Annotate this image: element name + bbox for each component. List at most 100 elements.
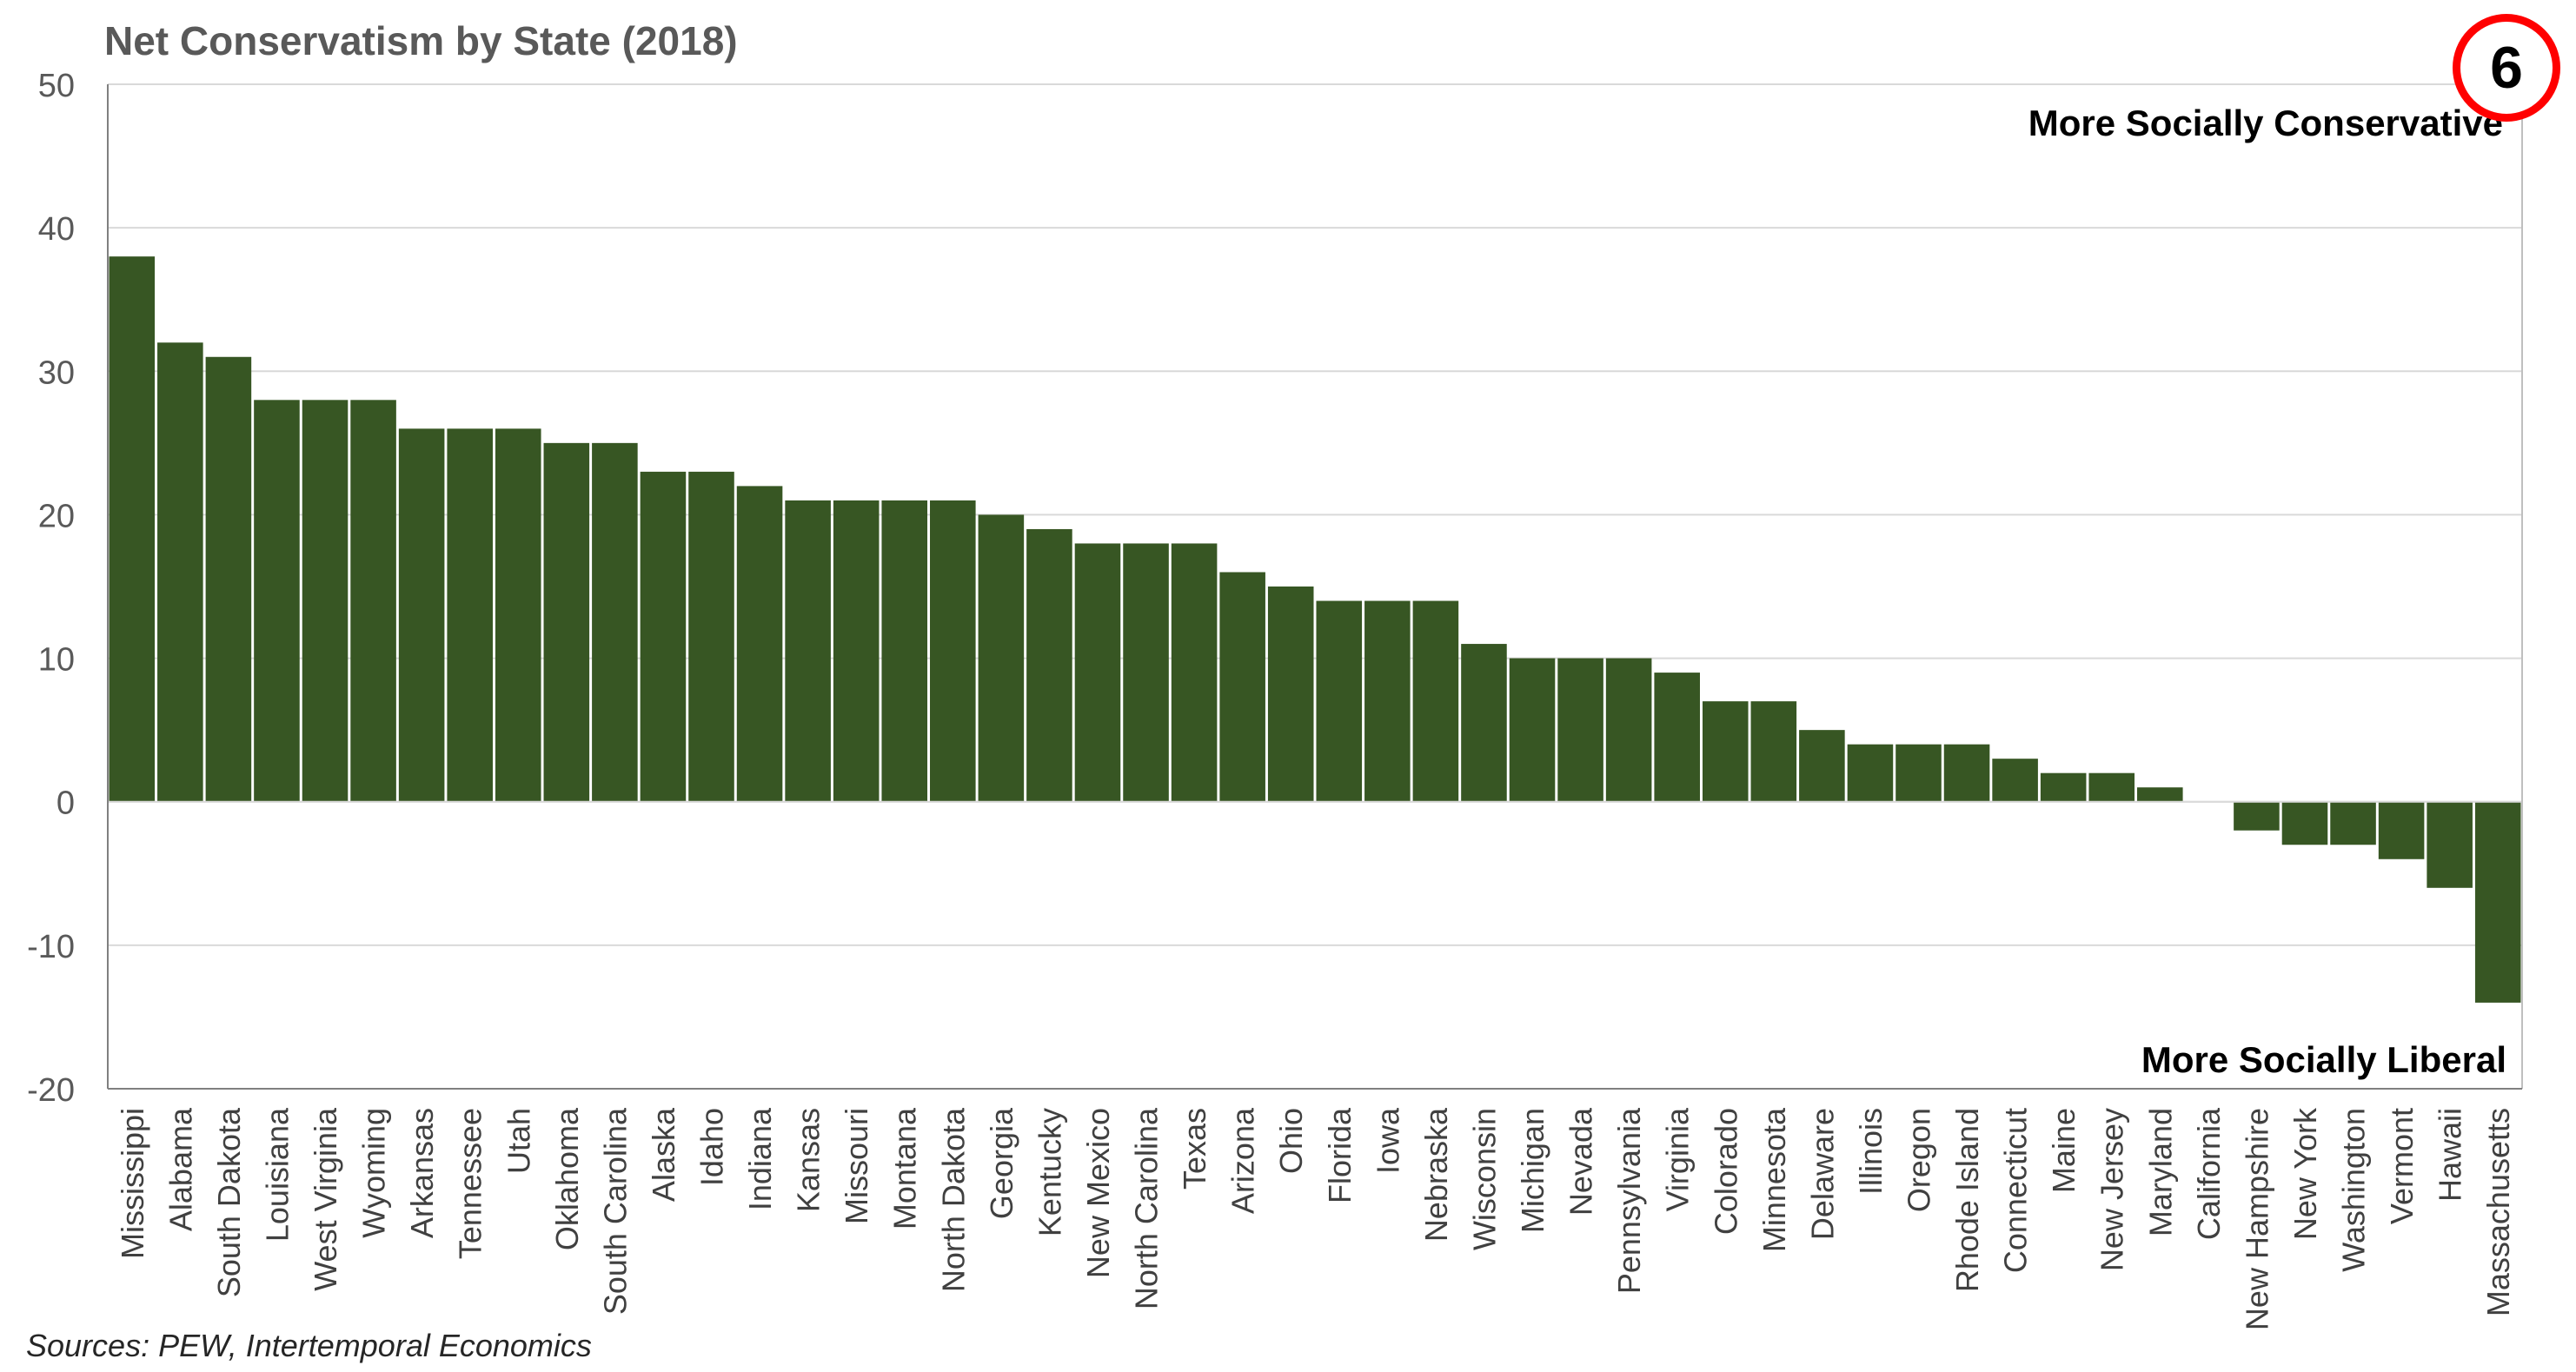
bar-alabama	[157, 342, 203, 802]
bar-south-dakota	[205, 356, 252, 802]
bar-ohio	[1267, 587, 1314, 802]
x-tick-label: Illinois	[1853, 1108, 1889, 1195]
bar-maryland	[2137, 787, 2183, 802]
bar-georgia	[978, 514, 1025, 802]
x-tick-label: Massachusetts	[2480, 1108, 2516, 1316]
bar-montana	[881, 500, 928, 802]
x-tick-label: California	[2191, 1107, 2227, 1240]
bar-oklahoma	[543, 442, 590, 802]
bar-kansas	[785, 500, 831, 802]
x-tick-label: Utah	[501, 1108, 536, 1174]
bar-wyoming	[350, 400, 396, 802]
bar-nebraska	[1412, 600, 1459, 802]
x-tick-label: Virginia	[1660, 1107, 1696, 1211]
bar-florida	[1316, 600, 1363, 802]
bar-connecticut	[1992, 759, 2038, 802]
bar-iowa	[1364, 600, 1411, 802]
x-tick-label: Arkansas	[404, 1108, 440, 1238]
bar-pennsylvania	[1605, 658, 1652, 802]
x-tick-label: Arizona	[1225, 1107, 1261, 1214]
annotation-more-conservative: More Socially Conservative	[2028, 103, 2503, 143]
bar-north-dakota	[930, 500, 976, 802]
bar-tennessee	[447, 428, 493, 802]
x-tick-label: Alabama	[163, 1107, 198, 1231]
bar-new-mexico	[1074, 543, 1121, 802]
bar-virginia	[1654, 673, 1700, 802]
bar-michigan	[1509, 658, 1556, 802]
chart-title: Net Conservatism by State (2018)	[104, 18, 738, 63]
bar-rhode-island	[1943, 744, 1990, 802]
y-tick-label: 10	[38, 642, 75, 679]
x-tick-label: Oregon	[1902, 1108, 1937, 1212]
bar-vermont	[2378, 801, 2425, 859]
x-tick-label: Connecticut	[1998, 1108, 2034, 1273]
bar-washington	[2330, 801, 2376, 845]
y-tick-labels: -20 -10 0 10 20 30 40 50	[27, 68, 75, 1109]
x-tick-label: Indiana	[742, 1107, 778, 1210]
bar-new-york	[2281, 801, 2328, 845]
slide-number-badge: 6	[2453, 14, 2560, 122]
x-tick-label: North Carolina	[1129, 1107, 1165, 1309]
bar-illinois	[1847, 744, 1894, 802]
source-note: Sources: PEW, Intertemporal Economics	[26, 1328, 592, 1363]
x-tick-label: New Mexico	[1080, 1108, 1116, 1278]
bar-arkansas	[398, 428, 445, 802]
bar-hawaii	[2427, 801, 2473, 888]
x-tick-label: Montana	[887, 1107, 923, 1229]
x-tick-label: Vermont	[2384, 1108, 2420, 1224]
bar-maine	[2040, 772, 2087, 802]
bar-minnesota	[1750, 701, 1797, 802]
x-tick-label: South Dakota	[211, 1107, 247, 1297]
x-tick-label: Delaware	[1804, 1108, 1840, 1240]
x-tick-label: Maine	[2046, 1108, 2081, 1193]
x-tick-label: Mississippi	[115, 1108, 150, 1259]
bar-arizona	[1219, 572, 1265, 802]
bar-colorado	[1702, 701, 1749, 802]
x-tick-label: North Dakota	[935, 1107, 971, 1292]
bar-kentucky	[1026, 528, 1072, 802]
bar-delaware	[1799, 730, 1845, 802]
y-tick-label: -20	[27, 1072, 75, 1109]
bar-oregon	[1895, 744, 1942, 802]
x-tick-label: Nevada	[1564, 1107, 1599, 1216]
x-tick-label: Kansas	[791, 1108, 827, 1212]
x-tick-label: New Hampshire	[2239, 1108, 2274, 1330]
bar-alaska	[640, 471, 687, 802]
bar-utah	[495, 428, 541, 802]
bar-idaho	[688, 471, 734, 802]
x-tick-label: Idaho	[694, 1108, 730, 1186]
x-tick-label: Florida	[1322, 1107, 1358, 1203]
x-tick-label: Ohio	[1273, 1108, 1309, 1174]
x-tick-label: Washington	[2336, 1108, 2372, 1272]
bar-north-carolina	[1123, 543, 1169, 802]
bar-indiana	[736, 486, 783, 802]
x-tick-label: Iowa	[1370, 1107, 1405, 1174]
x-tick-label: Rhode Island	[1949, 1108, 1985, 1292]
bar-nevada	[1557, 658, 1603, 802]
x-tick-label: Louisiana	[259, 1107, 295, 1242]
x-tick-label: Hawaii	[2433, 1108, 2468, 1202]
x-tick-label: West Virginia	[308, 1107, 343, 1291]
bar-new-hampshire	[2234, 801, 2280, 831]
bars	[109, 256, 2521, 1003]
x-tick-labels: Mississippi Alabama South Dakota Louisiana W…	[115, 1107, 2516, 1330]
x-tick-label: Wisconsin	[1466, 1108, 1502, 1250]
x-tick-label: Oklahoma	[549, 1107, 585, 1250]
x-tick-label: Texas	[1177, 1108, 1212, 1190]
axes	[107, 84, 2523, 1090]
x-tick-label: Minnesota	[1756, 1107, 1792, 1252]
bar-missouri	[833, 500, 880, 802]
bar-south-carolina	[592, 442, 638, 802]
bar-new-jersey	[2088, 772, 2135, 802]
y-tick-label: 30	[38, 355, 75, 391]
x-tick-label: Colorado	[1708, 1108, 1743, 1235]
bar-wisconsin	[1461, 644, 1507, 802]
x-tick-label: Pennsylvania	[1611, 1107, 1647, 1294]
x-tick-label: Maryland	[2142, 1108, 2178, 1236]
bar-louisiana	[254, 400, 300, 802]
bar-massachusetts	[2474, 801, 2521, 1003]
x-tick-label: Wyoming	[356, 1108, 392, 1238]
y-tick-label: 40	[38, 211, 75, 248]
x-tick-label: Nebraska	[1418, 1107, 1454, 1242]
